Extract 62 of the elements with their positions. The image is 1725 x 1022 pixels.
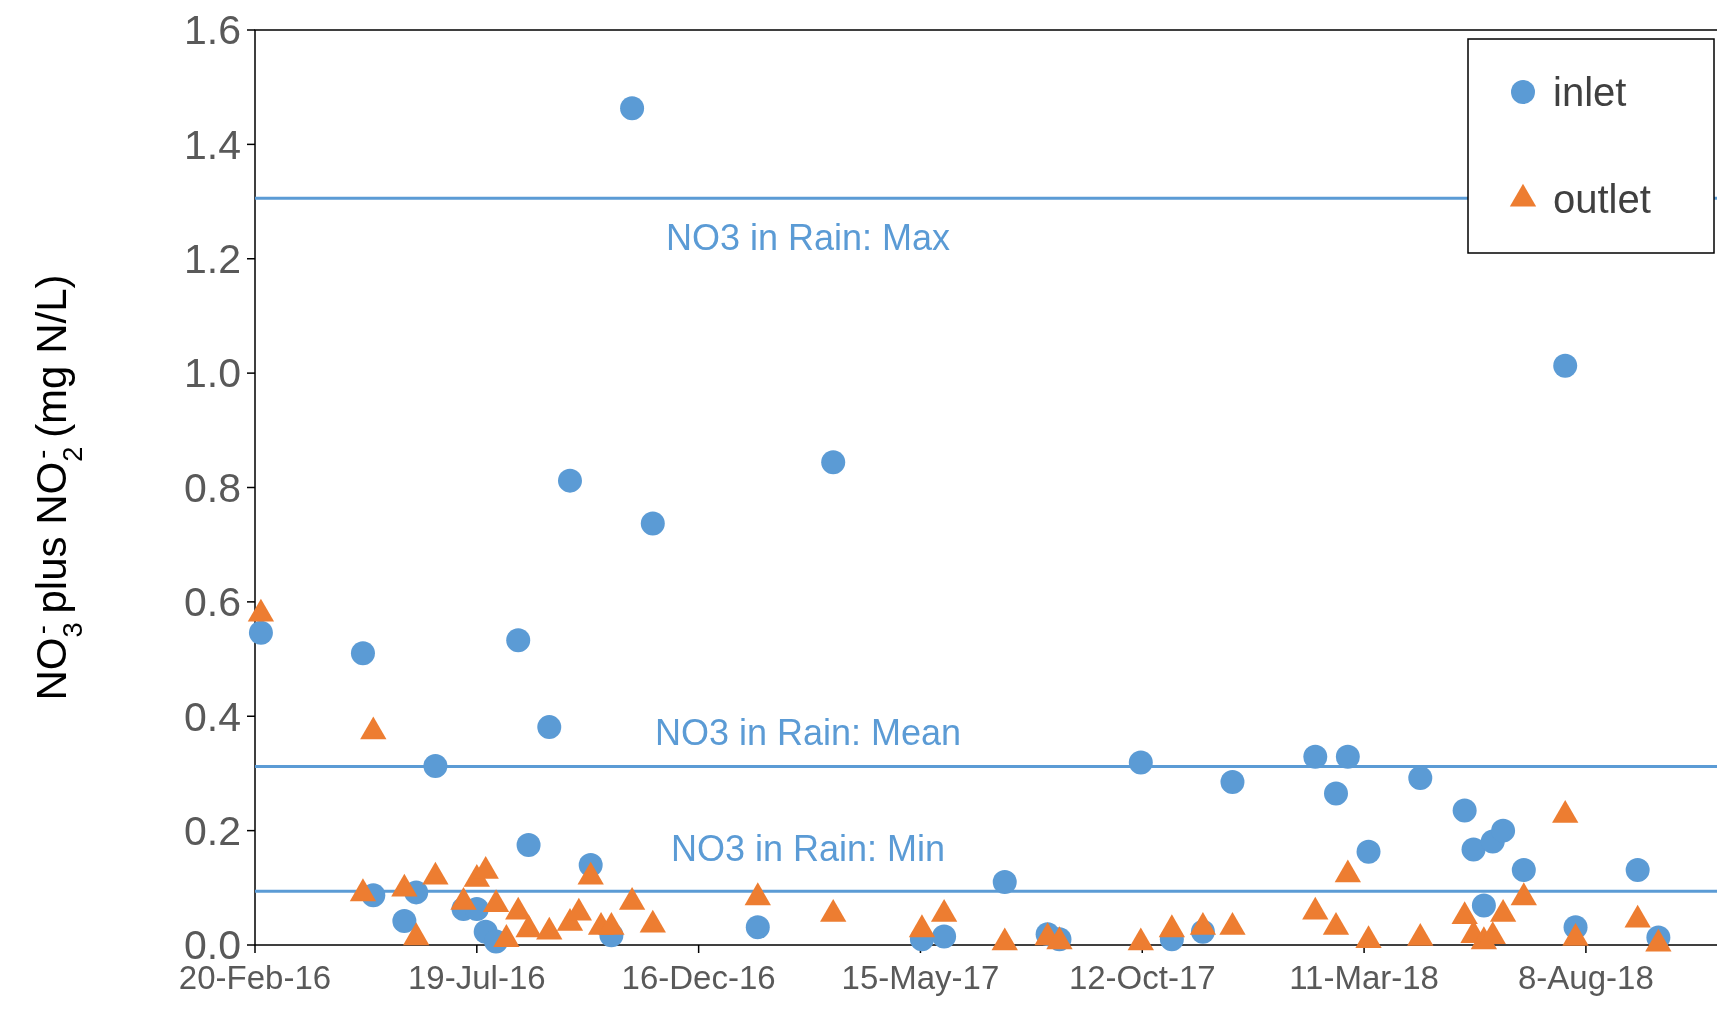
y-tick-label: 0.2 [184,807,241,854]
point [1489,898,1517,922]
ref-line-label: NO3 in Rain: Mean [654,711,962,753]
point [1127,927,1154,951]
point [482,889,510,912]
point [639,909,666,933]
point [248,620,273,645]
x-tick-label: 12-Oct-17 [1068,959,1216,996]
point [744,882,771,906]
point [360,716,387,740]
point [1355,925,1382,949]
y-tick-label: 1.0 [184,350,241,397]
point [908,914,936,938]
point [1562,922,1589,946]
x-tick-label: 8-Aug-18 [1518,959,1654,996]
point [1510,882,1537,906]
point [349,878,377,902]
y-tick-label: 0.8 [184,464,241,511]
point [640,511,665,536]
point [536,916,563,940]
point [1407,922,1434,946]
point [515,914,542,938]
point [493,924,520,947]
y-tick-label: 0.4 [184,693,241,740]
point [350,641,375,666]
point [577,861,604,885]
x-tick-label: 16-Dec-16 [621,959,776,996]
point [820,898,847,922]
legend-label: inlet [1553,70,1627,114]
point [1303,744,1328,769]
point [821,450,846,475]
point [1322,912,1350,935]
ref-line-label: NO3 in Rain: Min [670,828,946,870]
ref-line-label: NO3 in Rain: Max [665,217,951,259]
point [422,861,449,885]
legend-label: outlet [1553,177,1651,221]
point [1302,896,1329,920]
point [1158,914,1186,938]
point [1624,904,1651,928]
y-tick-label: 1.4 [184,121,241,168]
x-tick-label: 11-Mar-18 [1289,959,1439,996]
point [1334,859,1361,883]
y-tick-label: 0.6 [184,579,241,626]
point [1552,799,1579,823]
point [1451,901,1478,924]
point [618,886,646,910]
x-tick-label: 19-Jul-16 [408,959,546,996]
point [403,922,430,946]
point [991,927,1018,951]
point [598,912,625,935]
x-tick-label: 15-May-17 [841,959,1000,996]
point [1335,744,1360,769]
point [557,468,582,493]
point [1189,912,1217,935]
y-tick-label: 1.6 [184,7,241,54]
point [450,886,477,910]
point [1219,912,1246,935]
y-tick-label: 1.2 [184,236,241,283]
point [506,628,531,653]
point [930,898,958,922]
point [391,873,418,897]
point [1553,353,1578,378]
